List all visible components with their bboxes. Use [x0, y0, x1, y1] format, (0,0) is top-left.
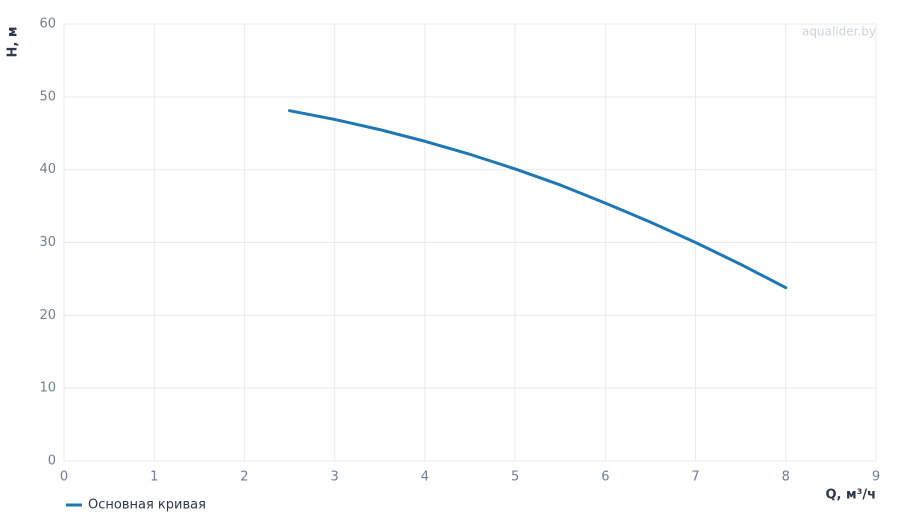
x-tick-label: 8: [782, 470, 790, 485]
x-tick-label: 3: [331, 470, 339, 485]
x-tick-label: 2: [240, 470, 248, 485]
legend-label: Основная кривая: [88, 498, 206, 513]
y-tick-label: 50: [39, 89, 56, 104]
x-tick-label: 0: [60, 470, 68, 485]
y-tick-label: 10: [39, 381, 56, 396]
y-tick-label: 60: [39, 17, 56, 32]
x-tick-label: 7: [691, 470, 699, 485]
watermark: aqualider.by: [802, 25, 876, 39]
x-axis-title: Q, м³/ч: [825, 488, 876, 503]
x-tick-label: 9: [872, 470, 880, 485]
x-tick-label: 6: [601, 470, 609, 485]
y-axis-title: H, м: [6, 27, 21, 58]
x-tick-label: 1: [150, 470, 158, 485]
x-tick-label: 5: [511, 470, 519, 485]
y-tick-label: 40: [39, 162, 56, 177]
y-tick-label: 30: [39, 235, 56, 250]
y-tick-label: 20: [39, 308, 56, 323]
x-tick-label: 4: [421, 470, 429, 485]
y-tick-label: 0: [48, 454, 56, 469]
series-line: [288, 109, 788, 290]
